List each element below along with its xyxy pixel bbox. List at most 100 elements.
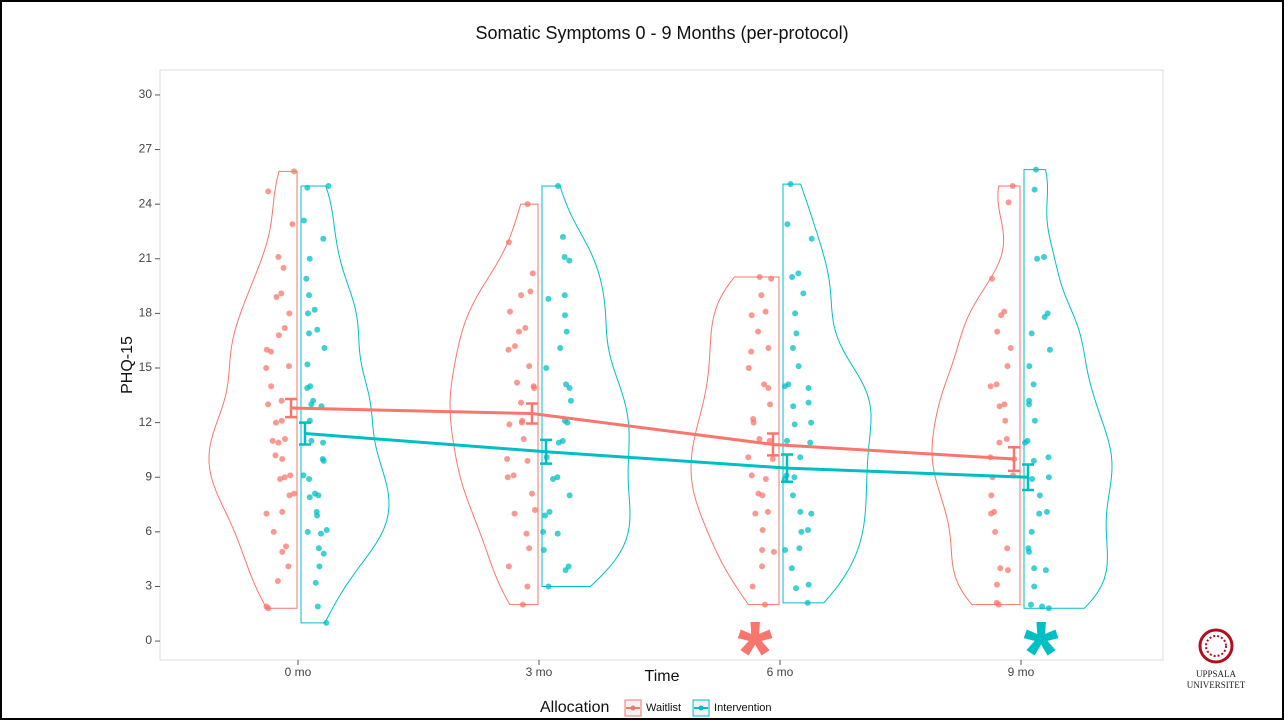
error-bar bbox=[299, 421, 311, 446]
point bbox=[1028, 330, 1035, 337]
point bbox=[506, 421, 513, 428]
point bbox=[995, 601, 1002, 608]
point bbox=[783, 437, 790, 444]
point bbox=[1026, 363, 1033, 370]
point bbox=[1034, 255, 1041, 262]
point bbox=[1004, 567, 1011, 574]
x-tick-label: 3 mo bbox=[526, 665, 553, 679]
y-tick-label: 9 bbox=[145, 469, 152, 483]
point bbox=[305, 330, 312, 337]
point bbox=[289, 221, 296, 228]
point bbox=[782, 547, 789, 554]
point bbox=[1009, 182, 1016, 189]
point bbox=[756, 273, 763, 280]
point bbox=[518, 292, 525, 299]
point bbox=[306, 255, 313, 262]
point bbox=[1043, 508, 1050, 515]
point bbox=[304, 310, 311, 317]
point bbox=[286, 310, 293, 317]
point bbox=[321, 344, 328, 351]
point bbox=[797, 508, 804, 515]
point bbox=[1002, 417, 1009, 424]
logo-text: UNIVERSITET bbox=[1187, 680, 1246, 690]
point bbox=[767, 401, 774, 408]
point bbox=[792, 310, 799, 317]
point bbox=[263, 510, 270, 517]
point bbox=[805, 399, 812, 406]
point bbox=[1045, 474, 1052, 481]
legend-key-point bbox=[698, 705, 704, 711]
error-bar bbox=[1022, 463, 1034, 492]
annotation: * bbox=[737, 604, 772, 704]
point bbox=[291, 168, 297, 175]
y-tick-label: 0 bbox=[145, 633, 152, 647]
point bbox=[283, 543, 290, 550]
point bbox=[275, 439, 282, 446]
error-bar bbox=[1008, 445, 1020, 473]
point bbox=[316, 563, 323, 570]
point bbox=[314, 326, 321, 333]
violin bbox=[1023, 169, 1113, 609]
point bbox=[515, 328, 522, 335]
point bbox=[1040, 253, 1047, 260]
y-tick-label: 21 bbox=[139, 251, 153, 265]
point bbox=[792, 585, 799, 592]
point bbox=[314, 512, 321, 519]
point bbox=[762, 308, 769, 315]
point bbox=[759, 563, 766, 570]
point bbox=[555, 439, 562, 446]
point bbox=[555, 182, 562, 189]
point bbox=[800, 290, 807, 297]
point bbox=[808, 419, 815, 426]
y-axis-label: PHQ-15 bbox=[119, 336, 136, 394]
point bbox=[989, 275, 996, 282]
point bbox=[798, 528, 805, 535]
point bbox=[265, 401, 272, 408]
point bbox=[770, 548, 777, 555]
point bbox=[529, 270, 536, 277]
point bbox=[1029, 476, 1036, 483]
violin bbox=[208, 170, 298, 609]
point bbox=[300, 472, 307, 479]
point bbox=[306, 494, 313, 501]
point bbox=[564, 419, 571, 426]
point bbox=[993, 581, 1000, 588]
point bbox=[769, 456, 776, 463]
point bbox=[308, 437, 315, 444]
point bbox=[554, 530, 561, 537]
point bbox=[281, 474, 288, 481]
point bbox=[988, 492, 995, 499]
y-tick-label: 18 bbox=[139, 306, 153, 320]
violin bbox=[690, 276, 780, 606]
point bbox=[529, 490, 536, 497]
point bbox=[323, 619, 330, 626]
point bbox=[510, 472, 517, 479]
point bbox=[1036, 510, 1043, 517]
point bbox=[312, 579, 319, 586]
point bbox=[1003, 436, 1010, 443]
point bbox=[561, 253, 568, 260]
logo-seal-inner bbox=[1205, 635, 1227, 657]
point bbox=[998, 312, 1005, 319]
point bbox=[808, 235, 815, 242]
point bbox=[784, 221, 791, 228]
point bbox=[795, 363, 802, 370]
point bbox=[795, 270, 802, 277]
point bbox=[1045, 605, 1052, 612]
error-bar bbox=[781, 453, 793, 484]
point bbox=[756, 436, 763, 443]
point bbox=[323, 527, 330, 534]
logo: UPPSALA UNIVERSITET bbox=[1187, 628, 1246, 690]
y-tick-label: 24 bbox=[139, 196, 153, 210]
point bbox=[992, 528, 999, 535]
point bbox=[566, 492, 573, 499]
point bbox=[545, 295, 552, 302]
logo-seal bbox=[1198, 628, 1234, 664]
point bbox=[505, 563, 512, 570]
point bbox=[281, 436, 288, 443]
point bbox=[304, 528, 311, 535]
point bbox=[263, 365, 270, 372]
point bbox=[320, 235, 327, 242]
legend-label: Intervention bbox=[714, 702, 771, 714]
y-tick-label: 6 bbox=[145, 524, 152, 538]
